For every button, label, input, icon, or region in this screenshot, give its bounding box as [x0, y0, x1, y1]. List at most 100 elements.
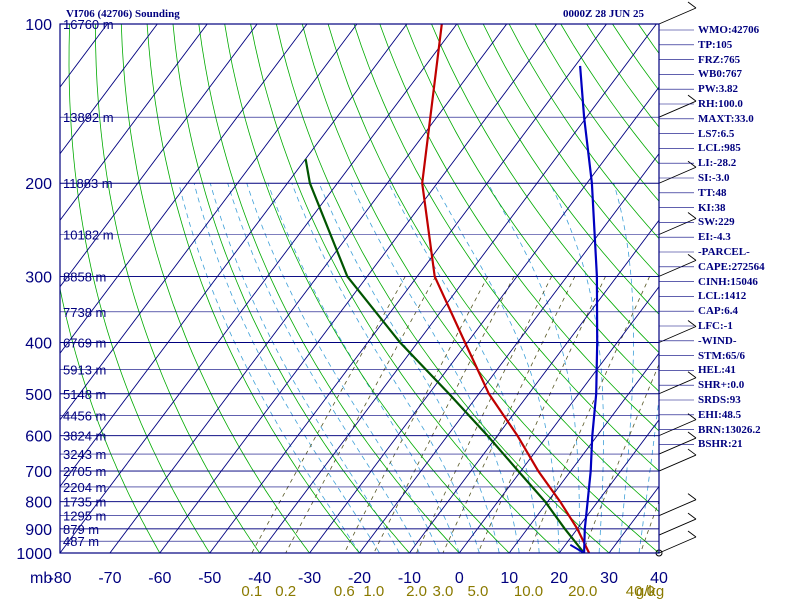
mixing-ratio-tick-label: 2.0: [406, 583, 427, 600]
wind-barb-flag: [687, 431, 697, 439]
moist-adiabat: [318, 183, 500, 553]
isotherm: [109, 24, 508, 553]
wind-barb-flag: [687, 493, 697, 501]
wind-barb: [658, 218, 697, 235]
height-label: 1735 m: [63, 495, 106, 510]
stability-index-value: WB0:767: [698, 68, 742, 81]
dry-adiabat: [508, 24, 659, 240]
dry-adiabats: [60, 24, 659, 553]
mixing-ratio-tick-label: 10.0: [514, 583, 543, 600]
isotherm: [409, 219, 659, 553]
temperature-tick-label: 10: [500, 570, 518, 587]
wind-barb-flag: [687, 212, 697, 219]
pressure-tick-label: 700: [25, 464, 52, 481]
moist-adiabat: [246, 183, 440, 553]
isotherm: [60, 24, 458, 553]
temperature-tick-label: 40: [650, 570, 668, 587]
moist-adiabat: [613, 183, 634, 553]
mixing-ratio-tick-label: 0.1: [241, 583, 262, 600]
stability-index-value: PW:3.82: [698, 83, 739, 96]
mixing-ratio-line: [442, 276, 576, 553]
height-label: 2204 m: [63, 480, 106, 495]
height-label: 8858 m: [63, 269, 106, 284]
stability-index-value: FRZ:765: [698, 53, 741, 66]
stability-index-value: LCL:1412: [698, 290, 747, 303]
temperature-tick-label: -50: [198, 570, 221, 587]
isotherm: [558, 419, 659, 553]
wind-barb-flag: [687, 1, 697, 9]
sounding-datetime: 0000Z 28 JUN 25: [563, 8, 644, 20]
stability-index-value: SHR+:0.0: [698, 379, 745, 392]
isotherms: [60, 24, 659, 553]
height-label: 3243 m: [63, 447, 106, 462]
pressure-unit-label: mb: [30, 570, 52, 587]
pressure-tick-label: 500: [25, 387, 52, 404]
height-label: 5913 m: [63, 363, 106, 378]
isotherm: [60, 24, 208, 221]
dry-adiabat: [431, 24, 659, 354]
stability-index-value: WMO:42706: [698, 24, 760, 36]
mixing-ratio-tick-label: 1.0: [363, 583, 384, 600]
moist-adiabats: [178, 183, 659, 553]
temperature-tick-label: -10: [398, 570, 421, 587]
moist-adiabat: [267, 183, 460, 553]
height-label: 3824 m: [63, 429, 106, 444]
wind-barb: [658, 377, 697, 395]
mixing-ratio-tick-label: 0.6: [334, 583, 355, 600]
sounding-profiles: [304, 24, 599, 553]
stability-index-value: MAXT:33.0: [698, 112, 754, 125]
isotherm: [60, 24, 158, 155]
wind-barb: [658, 499, 697, 517]
isotherm: [60, 24, 258, 288]
mixing-ratio-axis: 0.1 0.2 0.6 1.0 2.0 3.0 5.0 10.0 20.0 40.0g/kg: [241, 583, 664, 600]
wind-barb-flag: [687, 512, 697, 520]
temperature-tick-label: 30: [600, 570, 618, 587]
stability-index-value: LI:-28.2: [698, 157, 737, 170]
dry-adiabat: [224, 24, 510, 553]
stability-index-value: STM:65/6: [698, 349, 746, 362]
parcel-profile: [579, 65, 599, 553]
stability-index-value: BSHR:21: [698, 438, 743, 451]
index-leader-lines: [659, 29, 694, 445]
isotherm: [60, 24, 308, 355]
isotherm: [60, 24, 358, 421]
mixing-ratio-tick-label: 3.0: [433, 583, 454, 600]
moist-adiabat: [350, 183, 520, 553]
height-label: 879 m: [63, 522, 99, 537]
height-label: 4456 m: [63, 409, 106, 424]
wind-barb-flag: [687, 254, 697, 261]
stability-index-value: BRN:13026.2: [698, 423, 761, 436]
temperature-tick-label: -80: [48, 570, 71, 587]
mixing-ratio-line: [528, 276, 650, 553]
wind-barb: [658, 166, 697, 184]
isotherm: [458, 286, 659, 553]
surface-profile: [569, 543, 585, 553]
stability-index-value: TT:48: [698, 186, 727, 199]
height-label: 6769 m: [63, 335, 106, 350]
wind-barb-flag: [687, 160, 697, 168]
stability-index-value: LFC:-1: [698, 320, 733, 332]
temperature-tick-label: -70: [98, 570, 121, 587]
wind-barb: [658, 536, 697, 554]
height-label: 5148 m: [63, 387, 106, 402]
mixing-ratio-line: [477, 276, 606, 553]
mixing-ratio-line: [416, 276, 552, 553]
wind-barb-flag: [687, 530, 697, 538]
dry-adiabat: [457, 24, 659, 315]
wind-barb: [658, 454, 697, 472]
stability-index-value: SRDS:93: [698, 394, 741, 406]
isotherm: [259, 24, 657, 553]
mixing-ratio-line: [373, 276, 515, 553]
stability-index-value: TP:105: [698, 38, 733, 51]
temperature-tick-label: -40: [248, 570, 271, 587]
wind-barb-flag: [687, 320, 697, 327]
temperature-tick-label: -60: [148, 570, 171, 587]
moist-adiabat: [487, 183, 580, 553]
stability-index-value: LS7:6.5: [698, 127, 735, 140]
height-label: 487 m: [63, 534, 99, 549]
wind-barb: [658, 100, 697, 118]
wind-barb: [658, 419, 697, 437]
temperature-tick-label: 0: [455, 570, 464, 587]
